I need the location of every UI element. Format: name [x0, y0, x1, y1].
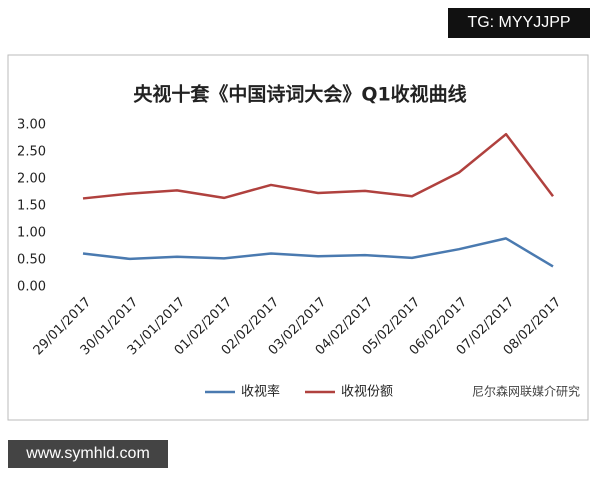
- y-tick-label: 1.50: [17, 199, 46, 214]
- y-tick-label: 2.00: [17, 172, 46, 187]
- legend-label: 收视份额: [341, 385, 393, 400]
- series-line: [82, 237, 554, 268]
- watermark-top: TG: MYYJJPP: [448, 8, 590, 38]
- chart-frame: [7, 54, 589, 421]
- y-tick-label: 0.00: [17, 280, 46, 295]
- legend-label: 收视率: [241, 384, 280, 400]
- y-tick-label: 3.00: [17, 118, 46, 133]
- y-tick-label: 2.50: [17, 145, 46, 160]
- y-tick-label: 0.50: [17, 253, 46, 268]
- source-label: 尼尔森网联媒介研究: [472, 384, 580, 399]
- chart-title: 央视十套《中国诗词大会》Q1收视曲线: [133, 83, 466, 106]
- y-tick-label: 1.00: [17, 226, 46, 241]
- watermark-bottom: www.symhld.com: [8, 440, 168, 468]
- series-line: [82, 132, 554, 200]
